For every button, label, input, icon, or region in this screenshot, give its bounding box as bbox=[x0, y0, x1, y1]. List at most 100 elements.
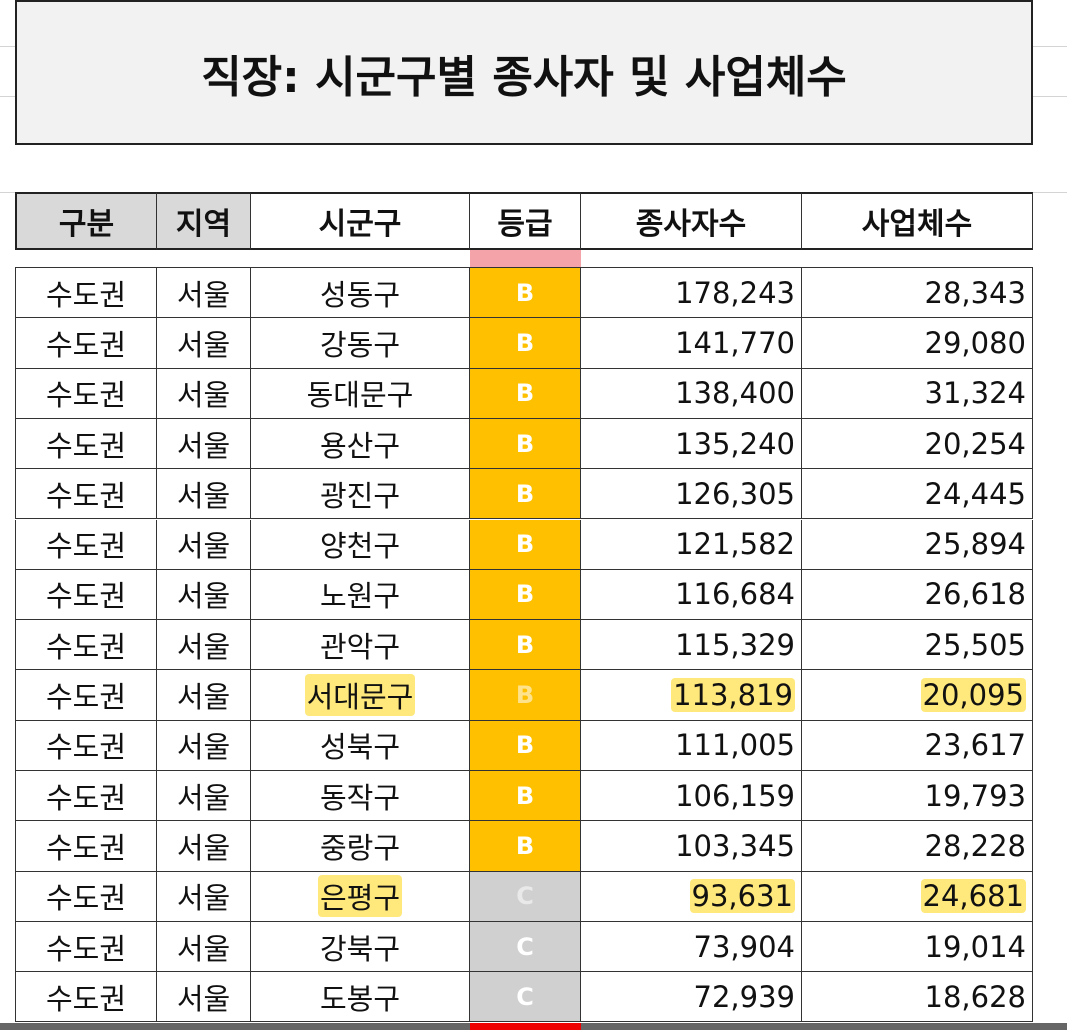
cell-text: 용산구 bbox=[319, 428, 401, 463]
table-cell: B bbox=[470, 821, 581, 872]
table-cell: 수도권 bbox=[15, 620, 157, 671]
table-cell: 동작구 bbox=[251, 771, 470, 822]
table-cell: 수도권 bbox=[15, 921, 157, 973]
cell-text: 103,345 bbox=[675, 828, 795, 863]
grade: B bbox=[515, 379, 535, 408]
cell-text: 강북구 bbox=[319, 931, 401, 966]
table-cell: 73,904 bbox=[581, 921, 802, 973]
table-cell: 수도권 bbox=[15, 871, 157, 922]
cell-text: 서울 bbox=[176, 830, 231, 865]
cell-text: 동작구 bbox=[319, 780, 401, 815]
cell-text: 수도권 bbox=[45, 830, 127, 865]
cell-text: 관악구 bbox=[319, 629, 401, 664]
grade: C bbox=[516, 982, 534, 1011]
grade: B bbox=[515, 731, 535, 760]
grade: C bbox=[516, 932, 534, 961]
table-cell: 서울 bbox=[157, 972, 251, 1023]
cell-text: 93,631 bbox=[689, 879, 795, 914]
table-cell: 서울 bbox=[157, 469, 251, 520]
table-cell: 수도권 bbox=[15, 519, 157, 570]
cell-text: 수도권 bbox=[45, 378, 127, 413]
table-cell: 도봉구 bbox=[251, 972, 470, 1023]
cell-text: 수도권 bbox=[45, 327, 127, 362]
table-cell: 수도권 bbox=[15, 670, 157, 721]
table-cell: 중랑구 bbox=[251, 821, 470, 872]
table-cell: 24,681 bbox=[802, 871, 1033, 922]
grade: B bbox=[515, 479, 535, 508]
table-cell: 서울 bbox=[157, 670, 251, 721]
cell-text: 24,445 bbox=[924, 476, 1026, 511]
cell-text: 25,894 bbox=[924, 527, 1026, 562]
grade: B bbox=[515, 630, 535, 659]
cell-text: 서울 bbox=[176, 629, 231, 664]
cell-text: 23,617 bbox=[924, 728, 1026, 763]
table-cell: 서울 bbox=[157, 418, 251, 470]
table-cell: B bbox=[470, 670, 581, 721]
cell-text: 도봉구 bbox=[319, 981, 401, 1016]
table-cell: B bbox=[470, 771, 581, 822]
table-cell: B bbox=[470, 569, 581, 621]
column-header: 사업체수 bbox=[802, 192, 1033, 250]
table-cell: 서대문구 bbox=[251, 670, 470, 721]
cell-text: 19,014 bbox=[924, 929, 1026, 964]
table-cell: 은평구 bbox=[251, 871, 470, 922]
table-cell: 광진구 bbox=[251, 469, 470, 520]
table-cell: 서울 bbox=[157, 268, 251, 319]
cell-text: 서대문구 bbox=[304, 674, 416, 717]
cell-text: 서울 bbox=[176, 478, 231, 513]
cell-text: 서울 bbox=[176, 378, 231, 413]
column-header: 등급 bbox=[470, 192, 581, 250]
table-cell: 서울 bbox=[157, 368, 251, 419]
cell-text: 서울 bbox=[176, 680, 231, 715]
grade: B bbox=[515, 278, 535, 307]
table-cell: 서울 bbox=[157, 821, 251, 872]
table-cell: 20,095 bbox=[802, 670, 1033, 721]
cell-text: 수도권 bbox=[45, 629, 127, 664]
table-cell: 135,240 bbox=[581, 418, 802, 470]
cell-text: 동대문구 bbox=[306, 378, 414, 413]
column-header: 지역 bbox=[157, 192, 251, 250]
cell-text: 20,254 bbox=[924, 426, 1026, 461]
table-cell: C bbox=[470, 871, 581, 922]
table-cell: C bbox=[470, 972, 581, 1023]
table-cell: 성동구 bbox=[251, 268, 470, 319]
table-cell: 178,243 bbox=[581, 268, 802, 319]
table-cell: B bbox=[470, 620, 581, 671]
column-header: 종사자수 bbox=[581, 192, 802, 250]
table-cell: 19,014 bbox=[802, 921, 1033, 973]
table-cell: 25,894 bbox=[802, 519, 1033, 570]
table-cell: 111,005 bbox=[581, 720, 802, 771]
table-cell: C bbox=[470, 921, 581, 973]
cell-text: 은평구 bbox=[317, 875, 403, 918]
table-cell: 동대문구 bbox=[251, 368, 470, 419]
cell-text: 115,329 bbox=[675, 627, 795, 662]
cell-text: 서울 bbox=[176, 428, 231, 463]
table-cell: 19,793 bbox=[802, 771, 1033, 822]
cell-text: 113,819 bbox=[671, 678, 795, 713]
cell-text: 19,793 bbox=[924, 778, 1026, 813]
cell-text: 성북구 bbox=[319, 730, 401, 765]
table-cell: 수도권 bbox=[15, 418, 157, 470]
grade: B bbox=[515, 681, 535, 710]
table-cell: 141,770 bbox=[581, 318, 802, 369]
table-cell: 126,305 bbox=[581, 469, 802, 520]
cell-text: 수도권 bbox=[45, 428, 127, 463]
cell-text: 서울 bbox=[176, 730, 231, 765]
table-cell: 노원구 bbox=[251, 569, 470, 621]
table-cell: 116,684 bbox=[581, 569, 802, 621]
grade: B bbox=[515, 429, 535, 458]
table-cell: 수도권 bbox=[15, 569, 157, 621]
cell-text: 106,159 bbox=[675, 778, 795, 813]
cell-text: 노원구 bbox=[319, 579, 401, 614]
table-cell: 서울 bbox=[157, 771, 251, 822]
table-cell: 성북구 bbox=[251, 720, 470, 771]
cell-text: 73,904 bbox=[693, 929, 795, 964]
table-cell: 관악구 bbox=[251, 620, 470, 671]
table-cell: 28,228 bbox=[802, 821, 1033, 872]
table-cell: 26,618 bbox=[802, 569, 1033, 621]
table-cell: 수도권 bbox=[15, 720, 157, 771]
next-row-grade bbox=[470, 1023, 581, 1030]
cell-text: 수도권 bbox=[45, 277, 127, 312]
cell-text: 111,005 bbox=[675, 728, 795, 763]
